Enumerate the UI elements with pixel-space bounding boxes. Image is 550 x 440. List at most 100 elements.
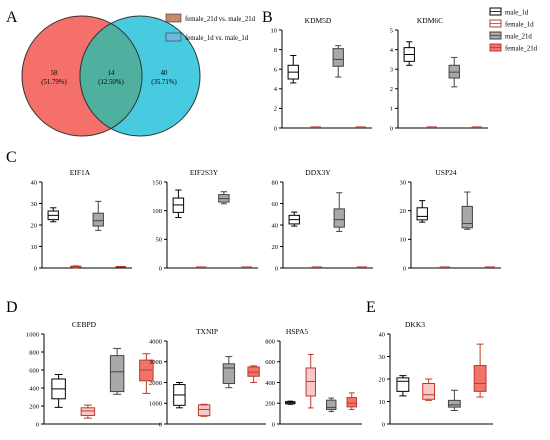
y-tick-label: 2 — [390, 86, 393, 93]
plot-title-kdm6c: KDM6C — [417, 16, 443, 25]
y-tick-label: 0 — [159, 421, 162, 428]
box-iqr — [305, 367, 316, 397]
box-female_1d — [197, 403, 211, 417]
venn-left-count: 58 — [51, 70, 58, 77]
y-tick-label: 40 — [272, 222, 279, 229]
box-iqr — [447, 399, 461, 408]
y-tick-label: 30 — [379, 354, 386, 361]
box-iqr — [333, 208, 345, 228]
y-tick-label: 40 — [31, 179, 38, 186]
y-tick-label: 8 — [274, 47, 277, 54]
plot-title-dkk3: DKK3 — [405, 320, 425, 329]
panel-label-d: D — [6, 299, 18, 316]
box-female_21d — [346, 392, 357, 410]
y-tick-label: 10 — [400, 237, 407, 244]
box-iqr — [197, 404, 211, 417]
y-tick-label: 0 — [274, 125, 277, 132]
y-tick-label: 1 — [390, 106, 393, 113]
box-plots: KDM5D0246810KDM6C012345EIF1A010203040EIF… — [26, 16, 501, 428]
box-plot-eif2s3y: EIF2S3Y 0 50 100 150 — [152, 168, 258, 272]
y-tick-label: 60 — [272, 201, 279, 208]
box-male_21d — [333, 192, 345, 232]
box-iqr — [422, 383, 436, 400]
y-tick-label: 0 — [403, 265, 406, 272]
legend-swatch-female-21d — [165, 13, 182, 23]
box-female_1d — [422, 378, 436, 401]
y-tick-label: 20 — [272, 244, 279, 251]
y-tick-label: 800 — [29, 349, 39, 356]
y-tick-label: 2 — [274, 106, 277, 113]
box-male_21d — [461, 191, 473, 230]
box-plot-eif1a: EIF1A 0 10 20 30 40 — [31, 168, 132, 272]
venn-overlap-count: 14 — [108, 70, 115, 77]
box-plot-legend: male_1d female_1d male_21d female_21d — [489, 7, 538, 53]
box-male_21d — [448, 56, 460, 88]
plot-title-cebpd: CEBPD — [72, 320, 97, 329]
box-male_1d — [172, 189, 185, 219]
plot-title-kdm5d: KDM5D — [305, 16, 332, 25]
y-tick-label: 0 — [34, 265, 37, 272]
y-tick-label: 100 — [152, 208, 162, 215]
panel-label-a: A — [6, 9, 18, 26]
y-tick-label: 4000 — [149, 338, 162, 345]
box-plot-ddx3y: DDX3Y 0 20 40 60 80 — [272, 168, 373, 272]
y-tick-label: 40 — [379, 331, 386, 338]
box-iqr — [80, 407, 96, 416]
y-tick-label: 0 — [159, 265, 162, 272]
y-tick-label: 10 — [31, 244, 38, 251]
y-tick-label: 150 — [152, 179, 162, 186]
venn-right-pct: (35.71%) — [151, 79, 176, 86]
box-iqr — [247, 366, 260, 377]
y-tick-label: 10 — [379, 399, 386, 406]
box-male_1d — [47, 207, 59, 223]
box-female_21d — [247, 365, 260, 383]
box-male_1d — [285, 400, 296, 405]
venn-overlap-pct: (12.50%) — [98, 79, 123, 86]
y-tick-label: 50 — [156, 237, 163, 244]
y-tick-label: 20 — [400, 208, 407, 215]
y-tick-label: 3000 — [149, 359, 162, 366]
legend-label-male_21d: male_21d — [505, 34, 532, 41]
box-male_21d — [92, 200, 104, 231]
plot-title-eif2s3y: EIF2S3Y — [190, 168, 219, 177]
y-tick-label: 1000 — [26, 331, 39, 338]
box-iqr — [416, 207, 428, 221]
plot-title-hspa5: HSPA5 — [286, 327, 308, 336]
box-male_21d — [326, 397, 337, 413]
venn-right-count: 40 — [161, 70, 168, 77]
box-iqr — [92, 212, 104, 227]
plot-title-ddx3y: DDX3Y — [305, 168, 331, 177]
y-tick-label: 0 — [390, 125, 393, 132]
box-male_1d — [288, 211, 300, 227]
legend-swatch-female-1d — [165, 32, 182, 42]
box-male_21d — [222, 356, 236, 389]
box-plot-kdm5d: KDM5D 0 2 4 6 8 10 — [271, 16, 372, 132]
y-tick-label: 5 — [390, 27, 393, 34]
legend-label-female-1d-vs-male-1d: female_1d vs. male_1d — [185, 35, 249, 42]
box-male_1d — [287, 54, 299, 84]
y-tick-label: 0 — [275, 265, 278, 272]
y-tick-label: 0 — [36, 421, 39, 428]
y-tick-label: 200 — [29, 403, 39, 410]
box-iqr — [109, 355, 125, 393]
box-male_21d — [332, 45, 344, 78]
venn-left-pct: (51.79%) — [41, 79, 66, 86]
venn-legend: female_21d vs. male_21d female_1d vs. ma… — [165, 13, 256, 42]
box-male_21d — [109, 347, 125, 395]
y-tick-label: 20 — [31, 222, 38, 229]
legend-label-female_21d: female_21d — [505, 46, 538, 53]
box-female_1d — [80, 404, 96, 419]
box-male_21d — [218, 191, 230, 205]
box-female_1d — [70, 265, 82, 269]
y-tick-label: 3 — [390, 67, 393, 74]
box-iqr — [346, 397, 357, 408]
box-iqr — [222, 363, 236, 385]
box-male_21d — [447, 389, 461, 411]
y-tick-label: 0 — [272, 421, 275, 428]
box-plot-kdm6c: KDM6C 0 1 2 3 4 5 — [390, 16, 488, 132]
y-tick-label: 600 — [265, 359, 275, 366]
box-iqr — [473, 365, 487, 392]
box-plot-usp24: USP24 0 10 20 30 — [400, 168, 501, 272]
y-tick-label: 400 — [29, 385, 39, 392]
